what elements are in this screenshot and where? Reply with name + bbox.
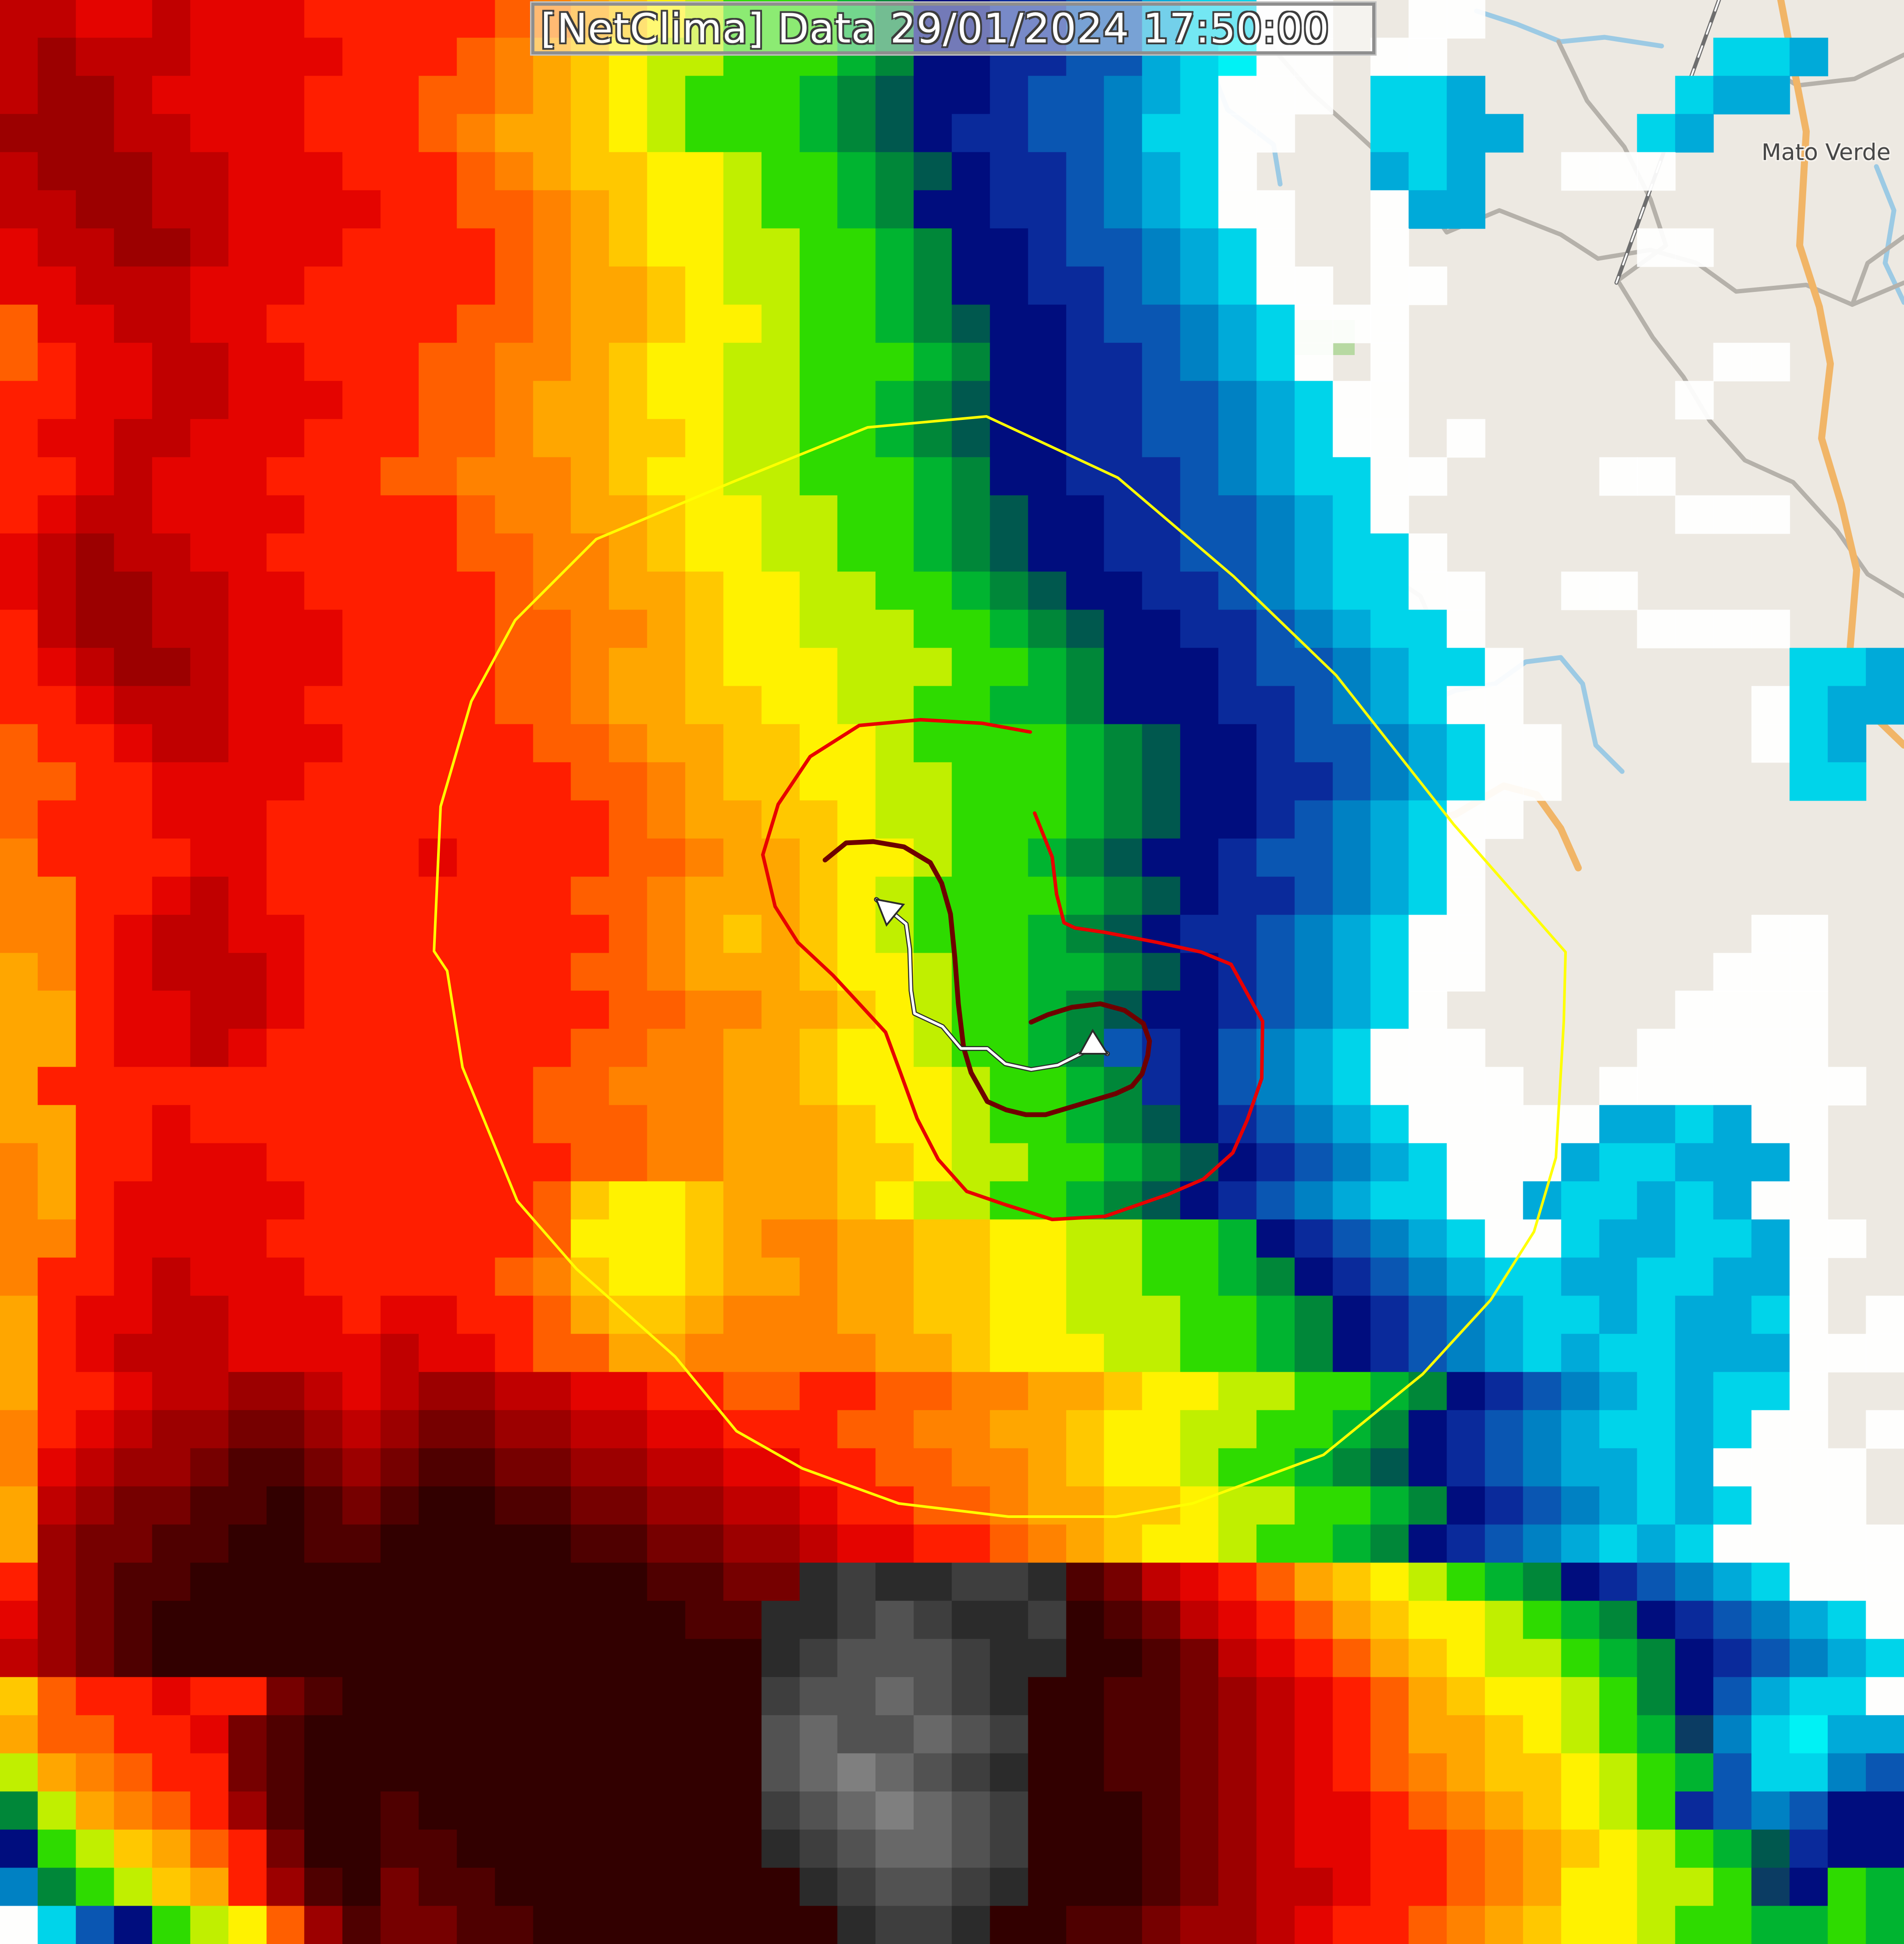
contour-inner_ring (822, 839, 1152, 1117)
timestamp-overlay-box: [NetClima] Data 29/01/2024 17:50:00 (530, 1, 1377, 56)
contour-outer_ring (433, 415, 1567, 1518)
timestamp-text: [NetClima] Data 29/01/2024 17:50:00 (541, 5, 1330, 52)
map-label-city: Mato Verde (1762, 139, 1891, 166)
track-arrowhead (875, 898, 905, 927)
track-arrowhead (1078, 1029, 1109, 1055)
contour-mid_ring (761, 718, 1264, 1221)
track-line (875, 898, 1109, 1071)
